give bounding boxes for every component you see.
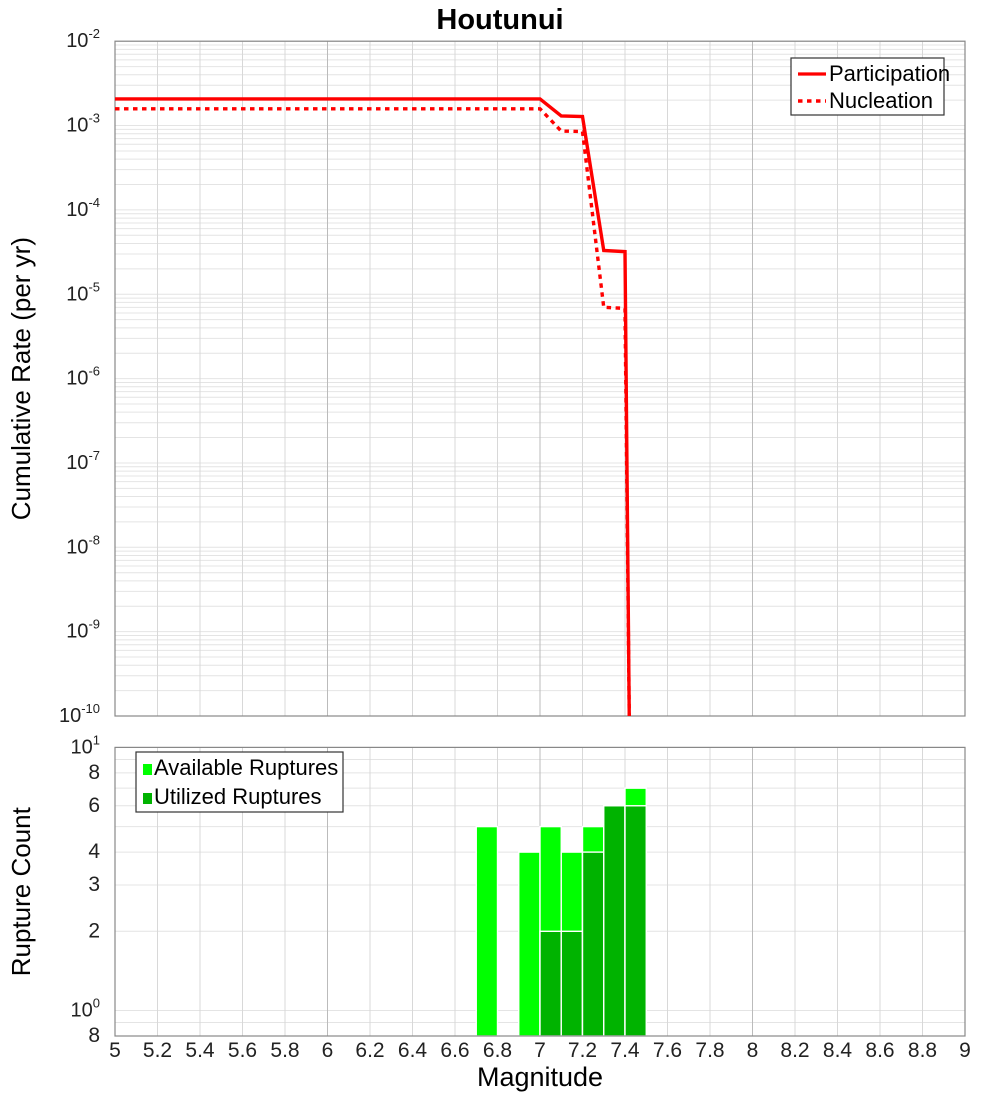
- svg-text:3: 3: [88, 873, 100, 896]
- svg-text:7: 7: [534, 1039, 546, 1062]
- svg-text:7.6: 7.6: [653, 1039, 682, 1062]
- svg-text:5.2: 5.2: [143, 1039, 172, 1062]
- svg-text:8: 8: [88, 1024, 100, 1047]
- svg-text:8.4: 8.4: [823, 1039, 853, 1062]
- svg-text:8.2: 8.2: [780, 1039, 809, 1062]
- svg-text:5.4: 5.4: [185, 1039, 215, 1062]
- svg-text:Cumulative Rate (per yr): Cumulative Rate (per yr): [6, 237, 36, 520]
- svg-text:5: 5: [109, 1039, 121, 1062]
- svg-text:Available Ruptures: Available Ruptures: [154, 755, 338, 780]
- svg-text:6.8: 6.8: [483, 1039, 512, 1062]
- svg-text:6.6: 6.6: [440, 1039, 469, 1062]
- svg-text:6.2: 6.2: [355, 1039, 384, 1062]
- svg-text:9: 9: [959, 1039, 971, 1062]
- svg-text:6.4: 6.4: [398, 1039, 428, 1062]
- svg-text:8: 8: [88, 761, 100, 784]
- svg-text:7.4: 7.4: [610, 1039, 640, 1062]
- svg-text:6: 6: [322, 1039, 334, 1062]
- svg-text:8.8: 8.8: [908, 1039, 937, 1062]
- svg-text:5.8: 5.8: [270, 1039, 299, 1062]
- svg-text:8.6: 8.6: [865, 1039, 894, 1062]
- svg-text:Magnitude: Magnitude: [477, 1062, 603, 1092]
- svg-text:7.2: 7.2: [568, 1039, 597, 1062]
- svg-text:5.6: 5.6: [228, 1039, 257, 1062]
- svg-text:7.8: 7.8: [695, 1039, 724, 1062]
- svg-text:6: 6: [88, 794, 100, 817]
- svg-text:Participation: Participation: [829, 61, 950, 86]
- svg-text:2: 2: [88, 919, 100, 942]
- svg-text:Nucleation: Nucleation: [829, 88, 933, 113]
- svg-text:4: 4: [88, 840, 100, 863]
- svg-text:8: 8: [747, 1039, 759, 1062]
- svg-text:Utilized Ruptures: Utilized Ruptures: [154, 784, 322, 809]
- svg-text:Rupture Count: Rupture Count: [6, 806, 36, 976]
- svg-text:Houtunui: Houtunui: [436, 4, 563, 36]
